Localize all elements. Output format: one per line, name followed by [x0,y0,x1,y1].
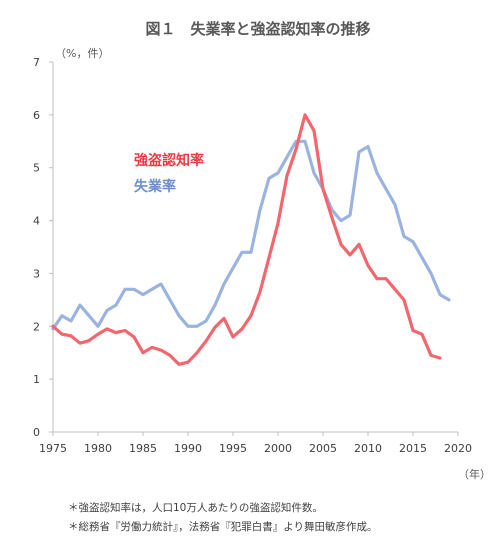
unemployment-rate-label: 失業率 [134,178,176,195]
y-tick-label: 7 [33,56,40,69]
x-tick-label: 1995 [219,442,247,455]
x-tick-label: 2020 [444,442,472,455]
unemployment-rate-line [51,139,451,331]
y-tick-label: 1 [33,373,40,386]
y-tick-label: 6 [33,109,40,122]
footnote-2: ＊総務省『労働力統計』，法務省『犯罪白書』より舞田敏彦作成。 [68,521,378,533]
x-tick-label: 1990 [174,442,202,455]
x-tick-label: 1975 [39,442,67,455]
x-tick-label: 1985 [129,442,157,455]
y-tick-label: 4 [33,215,40,228]
x-tick-label: 2000 [264,442,292,455]
y-tick-label: 3 [33,267,40,280]
chart-title: 図１ 失業率と強盗認知率の推移 [145,20,370,38]
x-tick-label: 2015 [399,442,427,455]
y-axis-unit: （%，件） [55,47,109,60]
chart-axes: 0 1 2 3 4 5 6 7 1975 1980 1985 1990 1995 2000 2005 2010… [33,56,472,455]
y-tick-label: 0 [33,426,40,439]
footnote-1: ＊強盗認知率は，人口10万人あたりの強盗認知件数。 [68,502,323,514]
x-axis-unit: （年） [458,467,491,481]
y-tick-label: 5 [33,162,40,175]
y-tick-label: 2 [33,320,40,333]
chart-series [51,113,451,366]
line-chart: 図１ 失業率と強盗認知率の推移 （%，件） （年） 0 1 2 3 4 5 6 7 1975 19… [33,20,491,481]
x-tick-label: 1980 [84,442,112,455]
robbery-rate-line [51,113,442,366]
x-tick-label: 2010 [354,442,382,455]
robbery-rate-label: 強盗認知率 [134,152,204,169]
x-tick-label: 2005 [309,442,337,455]
